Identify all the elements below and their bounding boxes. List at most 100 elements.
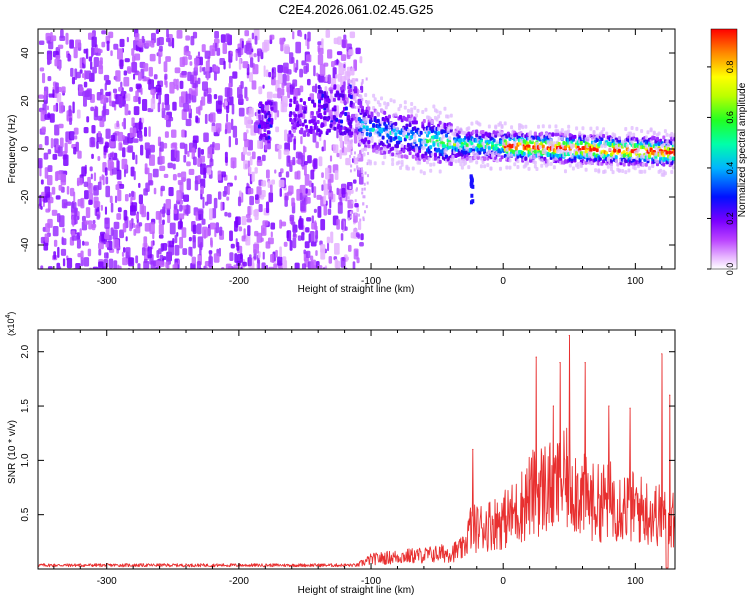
spectrogram-cell <box>207 228 211 237</box>
spectrogram-cell <box>171 129 177 138</box>
spectrogram-cell <box>546 162 550 167</box>
spectrogram-cell <box>303 106 307 111</box>
spectrogram-cell <box>258 86 263 95</box>
spectrogram-cell <box>329 96 334 103</box>
spectrogram-cell <box>213 93 218 100</box>
spectrogram-cell <box>260 225 267 236</box>
spectrogram-cell <box>66 257 73 269</box>
snr-peak-point <box>552 405 555 407</box>
spectrogram-cell <box>380 96 384 101</box>
spectrogram-cell <box>163 61 168 73</box>
spectrogram-cell <box>41 126 46 133</box>
spectrogram-cell <box>479 164 483 169</box>
spectrogram-cell <box>141 247 146 256</box>
spectrogram-cell <box>256 159 263 167</box>
spectrogram-cell <box>203 66 206 75</box>
spectrogram-cell <box>464 160 468 165</box>
spectrogram-cell <box>261 154 266 162</box>
spectrogram-cell <box>527 144 531 149</box>
spectrogram-cell <box>361 191 364 195</box>
spectrogram-cell <box>624 170 628 175</box>
snr-y-tick-label: 0.5 <box>20 507 31 521</box>
spectrogram-cell <box>158 54 161 65</box>
spectrogram-cell <box>432 162 436 167</box>
spectrogram-cell <box>179 57 185 68</box>
spectrogram-cell <box>317 128 321 133</box>
spectrogram-cell <box>361 79 364 83</box>
spectrogram-cell <box>313 208 317 214</box>
spectrogram-cell <box>424 151 428 156</box>
spectrogram-cell <box>87 176 91 189</box>
spectrogram-cell <box>165 199 172 210</box>
spectrogram-cell <box>266 123 270 128</box>
spectrogram-cell <box>337 73 342 82</box>
spectrogram-cell <box>365 125 369 130</box>
spectrogram-cell <box>317 108 321 113</box>
spectrogram-cell <box>533 149 537 154</box>
spectrogram-cell <box>448 141 452 146</box>
spectrogram-cell <box>228 62 231 69</box>
spectrogram-cell <box>73 191 76 203</box>
spectrogram-cell <box>164 114 169 120</box>
spectrogram-cell <box>349 140 352 144</box>
spectrogram-cell <box>408 122 412 127</box>
spectrogram-cell <box>83 81 88 88</box>
spectrogram-cell <box>132 151 135 161</box>
spectrogram-cell <box>243 160 248 170</box>
spectrogram-cell <box>352 128 355 132</box>
spectrogram-cell <box>333 105 337 110</box>
spectrogram-cell <box>190 262 196 269</box>
spectrogram-cell <box>277 64 284 73</box>
spectrogram-cell <box>305 250 311 258</box>
spectrogram-cell <box>192 135 199 144</box>
spectrogram-cell <box>87 248 92 257</box>
spectrogram-cell <box>344 106 348 111</box>
spectrogram-cell <box>161 102 165 111</box>
spectrogram-cell <box>430 152 434 157</box>
spectrogram-cell <box>391 152 395 157</box>
spectrogram-cell <box>376 118 380 123</box>
spectrogram-cell <box>237 196 242 207</box>
spectrogram-cell <box>247 187 254 195</box>
spectrogram-cell <box>164 93 170 106</box>
spectrogram-cell <box>65 32 69 45</box>
spectrogram-cell <box>74 135 78 140</box>
spectrogram-cell <box>273 101 278 113</box>
spectrogram-cell <box>327 208 332 215</box>
spectrogram-cell <box>201 44 206 53</box>
spectrogram-cell <box>613 148 617 153</box>
spectrogram-cell <box>177 259 180 265</box>
svg-text:(x104): (x104) <box>5 312 16 336</box>
spectrogram-cell <box>363 187 366 191</box>
spectrogram-cell <box>513 162 517 167</box>
spectrogram-cell <box>228 96 234 106</box>
spectrogram-cell <box>446 128 450 133</box>
snr-peak-point <box>472 448 474 451</box>
spectrogram-cell <box>459 127 463 132</box>
spectrogram-cell <box>53 239 58 247</box>
spectrogram-cell <box>265 136 269 141</box>
spectrogram-cell <box>366 162 369 166</box>
spectrogram-cell <box>109 161 115 169</box>
spectrogram-cell <box>169 240 174 248</box>
spectrogram-cell <box>174 244 180 256</box>
spectrogram-cell <box>327 242 330 252</box>
spectrogram-cell <box>309 127 313 132</box>
spectrogram-cell <box>241 215 247 226</box>
spectrogram-cell <box>413 105 417 110</box>
spectrogram-cell <box>595 126 599 131</box>
spectrogram-cell <box>605 131 609 136</box>
spectrogram-cell <box>167 162 173 169</box>
spectrogram-cell <box>494 124 498 129</box>
spectrogram-cell <box>392 128 396 133</box>
spectrogram-cell <box>162 219 165 225</box>
spectrogram-cell <box>400 162 404 167</box>
spectrogram-cell <box>91 223 97 228</box>
spectrogram-cell <box>300 136 303 145</box>
spectrogram-cell <box>331 61 335 68</box>
spectrogram-cell <box>83 257 90 267</box>
spectrogram-cell <box>99 176 102 184</box>
spectrogram-cell <box>245 116 252 129</box>
spectrogram-cell <box>589 148 593 153</box>
spectrogram-cell <box>202 81 208 91</box>
